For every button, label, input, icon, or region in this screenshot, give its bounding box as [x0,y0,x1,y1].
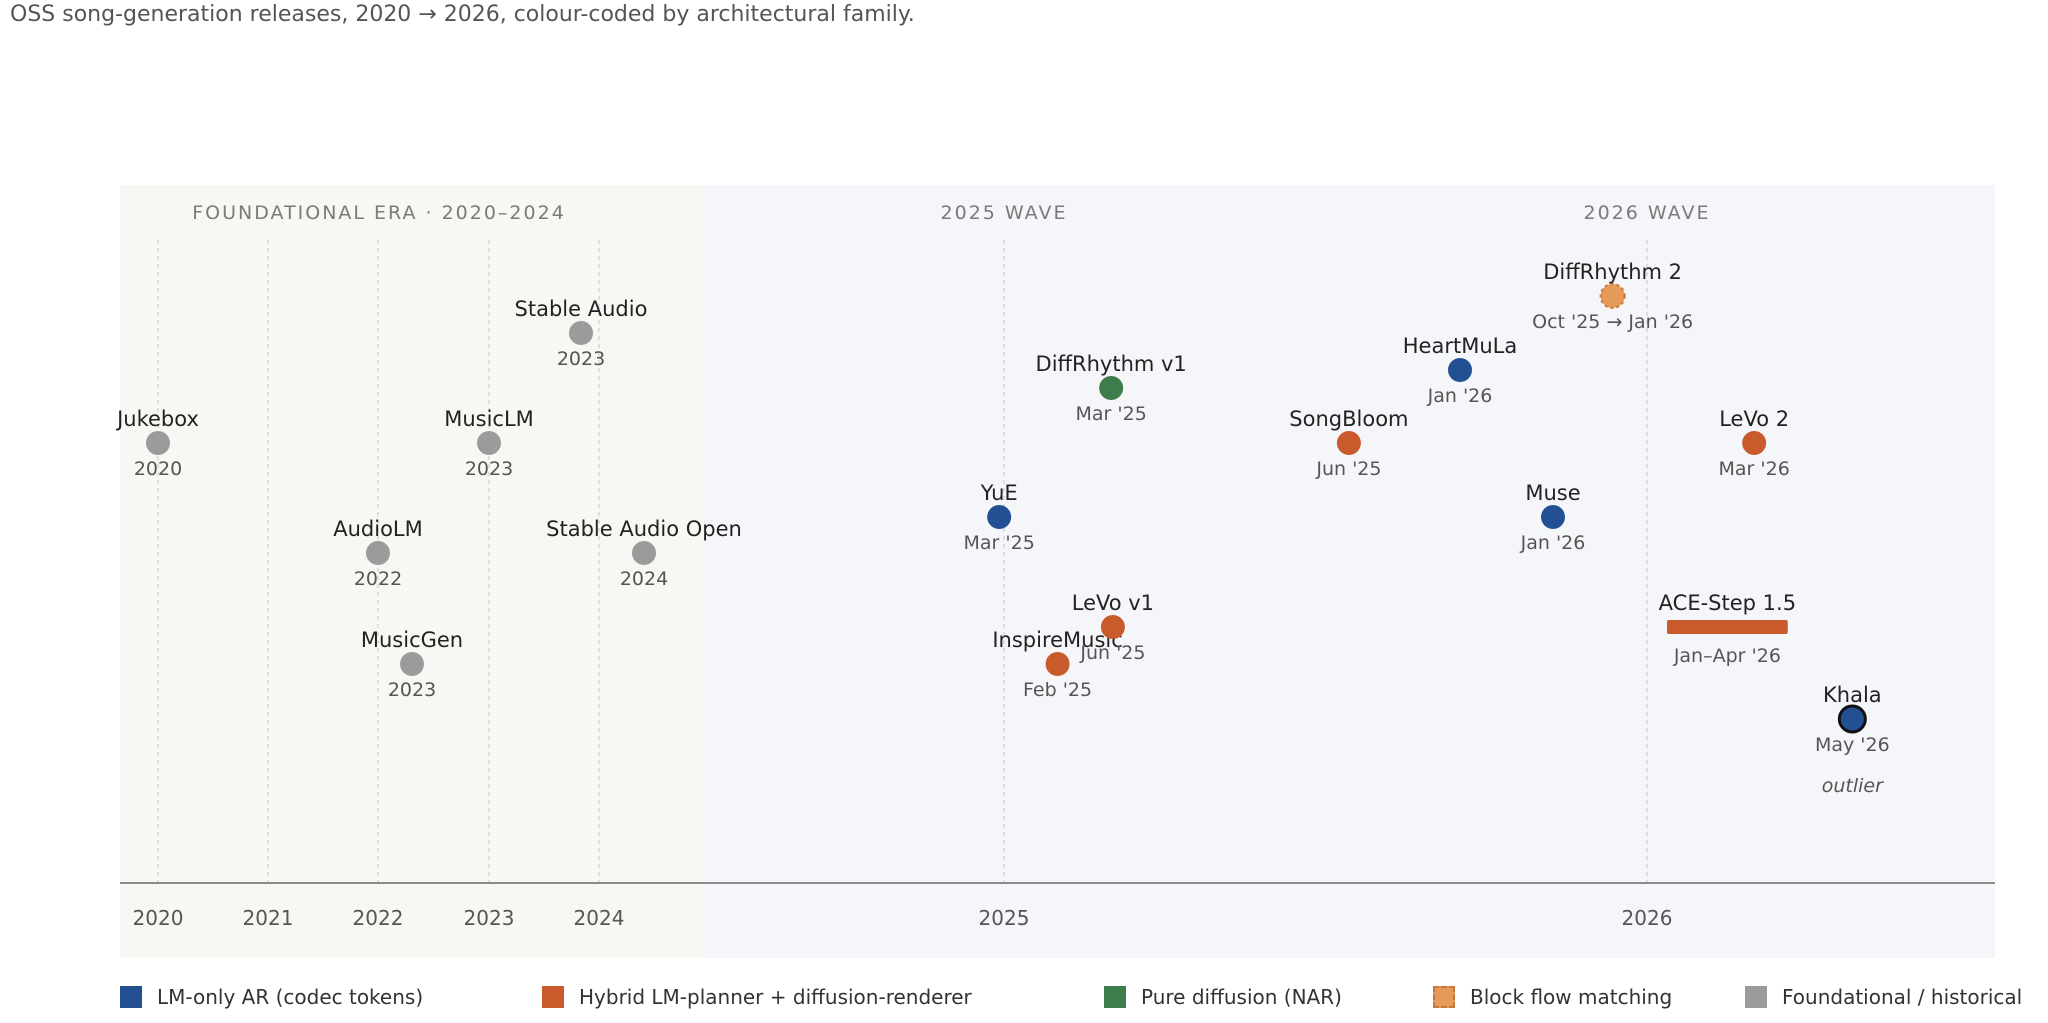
point-date-levo-v1: Jun '25 [1079,642,1145,664]
point-heartmula [1448,358,1472,382]
x-tick-label-2024: 2024 [574,906,625,930]
point-musicgen [400,652,424,676]
point-diffrhythm-2 [1599,283,1626,309]
point-date-audiolm: 2022 [354,568,402,590]
x-tick-label-2023: 2023 [464,906,515,930]
point-songbloom [1336,431,1361,455]
legend-label-historical: Foundational / historical [1782,985,2023,1009]
point-label-songbloom: SongBloom [1289,407,1408,431]
point-label-musiclm: MusicLM [444,407,534,431]
legend-item-diffusion: Pure diffusion (NAR) [1104,985,1342,1009]
point-label-muse: Muse [1525,481,1580,505]
era-band-1 [703,185,1295,958]
point-date-musicgen: 2023 [388,679,436,701]
point-label-levo-v1: LeVo v1 [1072,591,1154,615]
point-label-ace-step-1-5: ACE-Step 1.5 [1659,591,1796,615]
point-label-stable-audio-open: Stable Audio Open [546,517,742,541]
point-date-khala: May '26 [1815,734,1890,756]
point-label-yue: YuE [980,481,1018,505]
era-label-2: 2026 WAVE [1584,202,1711,224]
legend-swatch-block [1433,986,1455,1008]
point-audiolm [366,541,390,565]
point-label-heartmula: HeartMuLa [1403,334,1517,358]
legend-label-hybrid: Hybrid LM-planner + diffusion-renderer [579,985,972,1009]
point-label-stable-audio: Stable Audio [515,297,648,321]
point-label-khala: Khala [1823,683,1882,707]
point-date-diffrhythm-v1: Mar '25 [1076,403,1147,425]
point-stable-audio [569,321,593,345]
point-ace-step-1-5 [1667,620,1788,634]
point-date-stable-audio-open: 2024 [620,568,668,590]
era-label-0: FOUNDATIONAL ERA · 2020–2024 [192,202,566,224]
x-tick-label-2020: 2020 [133,906,184,930]
legend-item-lm: LM-only AR (codec tokens) [120,985,423,1009]
legend-swatch-diffusion [1104,986,1126,1008]
point-khala [1837,704,1867,734]
point-date-jukebox: 2020 [134,458,182,480]
release-timeline-chart: FOUNDATIONAL ERA · 2020–2024 2025 WAVE 202… [115,185,1995,958]
point-label-diffrhythm-v1: DiffRhythm v1 [1036,352,1187,376]
point-label-diffrhythm-2: DiffRhythm 2 [1543,260,1682,284]
x-tick-label-2021: 2021 [243,906,294,930]
legend-item-historical: Foundational / historical [1745,985,2022,1009]
point-label-musicgen: MusicGen [361,628,463,652]
x-tick-label-2025: 2025 [979,906,1030,930]
legend-label-block: Block flow matching [1470,985,1673,1009]
point-stable-audio-open [632,541,656,565]
legend-item-hybrid: Hybrid LM-planner + diffusion-renderer [542,985,972,1009]
point-date-yue: Mar '25 [964,532,1035,554]
legend: LM-only AR (codec tokens) Hybrid LM-plann… [0,985,2048,1015]
legend-swatch-historical [1745,986,1767,1008]
point-label-jukebox: Jukebox [115,407,199,431]
point-label-inspiremusic: InspireMusic [992,628,1122,652]
x-tick-label-2022: 2022 [353,906,404,930]
point-label-levo-2: LeVo 2 [1719,407,1789,431]
point-levo-v1 [1100,615,1125,639]
legend-label-diffusion: Pure diffusion (NAR) [1141,985,1342,1009]
point-yue [987,505,1012,529]
point-date-songbloom: Jun '25 [1315,458,1381,480]
point-inspiremusic [1045,652,1070,676]
chart-subtitle: OSS song-generation releases, 2020 → 202… [10,2,915,27]
legend-swatch-hybrid [542,986,564,1008]
legend-swatch-lm [120,986,142,1008]
point-note-khala: outlier [1822,775,1884,797]
point-levo-2 [1742,431,1767,455]
era-band-0 [120,185,703,958]
era-label-1: 2025 WAVE [941,202,1068,224]
point-jukebox [146,431,170,455]
point-date-ace-step-1-5: Jan–Apr '26 [1673,645,1781,667]
point-date-musiclm: 2023 [465,458,513,480]
era-band-2 [1295,185,1995,958]
point-diffrhythm-v1 [1099,376,1124,400]
point-date-stable-audio: 2023 [557,348,605,370]
legend-item-block: Block flow matching [1433,985,1672,1009]
point-date-muse: Jan '26 [1520,532,1586,554]
point-muse [1541,505,1565,529]
point-date-levo-2: Mar '26 [1719,458,1790,480]
point-musiclm [477,431,501,455]
point-date-diffrhythm-2: Oct '25 → Jan '26 [1532,311,1693,333]
x-tick-label-2026: 2026 [1622,906,1673,930]
point-date-inspiremusic: Feb '25 [1023,679,1092,701]
point-label-audiolm: AudioLM [333,517,423,541]
point-date-heartmula: Jan '26 [1427,385,1493,407]
legend-label-lm: LM-only AR (codec tokens) [157,985,424,1009]
